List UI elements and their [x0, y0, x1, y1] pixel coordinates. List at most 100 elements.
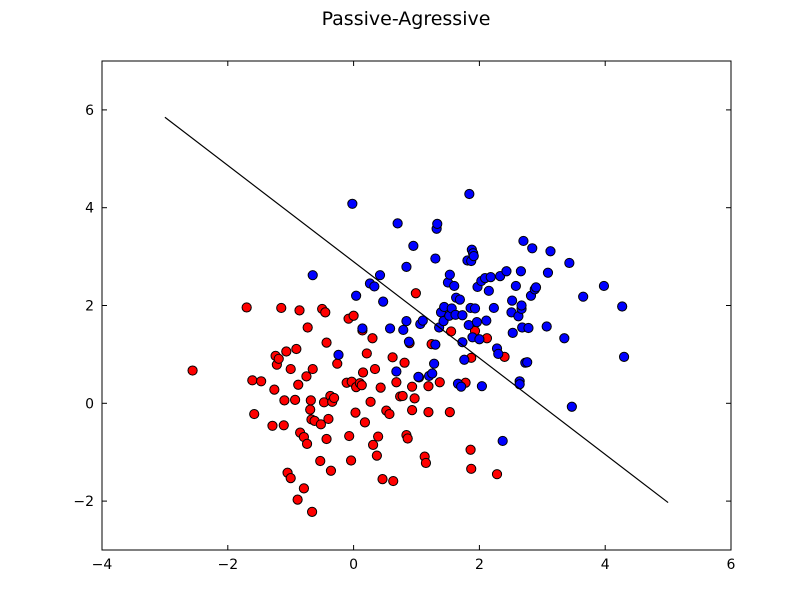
- data-point: [350, 407, 361, 418]
- data-point: [564, 257, 575, 269]
- data-point: [367, 333, 378, 344]
- data-point: [410, 288, 421, 299]
- data-point: [281, 346, 292, 357]
- data-point: [279, 395, 290, 406]
- y-tick-label: 0: [85, 396, 94, 412]
- data-point: [276, 302, 287, 314]
- ticks-layer: −4 −2 0 2 4 6 −2 0 2 4 6: [73, 61, 736, 573]
- data-point: [578, 291, 589, 302]
- data-point: [476, 381, 488, 392]
- data-point: [293, 379, 304, 390]
- x-tick-label: −2: [217, 557, 238, 573]
- data-point: [348, 310, 359, 321]
- data-point: [290, 394, 301, 405]
- data-point: [397, 390, 408, 402]
- data-point: [427, 368, 438, 379]
- data-point: [464, 188, 475, 200]
- data-point: [430, 253, 441, 264]
- data-point: [329, 392, 340, 404]
- data-point: [321, 337, 332, 348]
- data-point: [501, 266, 512, 277]
- data-point: [407, 405, 418, 416]
- data-point: [273, 353, 284, 364]
- y-tick-label: 6: [85, 103, 94, 119]
- data-point: [278, 420, 289, 431]
- data-point: [375, 382, 386, 393]
- data-point: [485, 272, 496, 283]
- data-point: [491, 469, 503, 480]
- data-point: [294, 305, 305, 316]
- data-point: [444, 407, 455, 418]
- data-point: [306, 506, 318, 517]
- data-point: [401, 261, 412, 272]
- data-point: [305, 395, 316, 406]
- data-point: [430, 339, 441, 350]
- data-point: [459, 354, 470, 365]
- data-point: [241, 302, 252, 313]
- data-point: [365, 396, 376, 407]
- data-point: [387, 352, 398, 363]
- data-point: [423, 407, 434, 418]
- data-point: [488, 302, 499, 314]
- data-point: [559, 333, 570, 344]
- data-point: [432, 218, 443, 229]
- data-point: [545, 246, 556, 257]
- data-point: [292, 494, 303, 505]
- x-tick-label: 2: [475, 557, 484, 573]
- data-point: [359, 417, 371, 428]
- data-point: [434, 377, 445, 388]
- data-point: [542, 267, 554, 278]
- x-tick-label: −4: [92, 557, 113, 573]
- data-point: [444, 269, 455, 280]
- data-point: [357, 367, 369, 378]
- data-point: [468, 251, 479, 262]
- data-point: [457, 310, 468, 321]
- data-point: [384, 408, 395, 420]
- data-point: [456, 381, 467, 392]
- data-point: [256, 376, 267, 387]
- data-point: [307, 270, 318, 281]
- data-point: [323, 413, 334, 425]
- data-point: [523, 322, 534, 334]
- data-point: [516, 300, 527, 311]
- data-point: [373, 431, 384, 442]
- data-point: [269, 384, 280, 395]
- data-point: [530, 282, 542, 293]
- data-point: [522, 357, 533, 368]
- data-point: [374, 270, 386, 281]
- data-point: [403, 336, 415, 347]
- data-point: [449, 280, 460, 292]
- data-point: [471, 317, 482, 328]
- data-point: [402, 433, 413, 444]
- data-point: [301, 438, 313, 449]
- x-tick-label: 0: [349, 557, 358, 573]
- data-point: [368, 439, 379, 450]
- data-point: [518, 235, 529, 247]
- data-point: [391, 366, 402, 377]
- data-point: [507, 327, 518, 338]
- data-point: [315, 419, 326, 430]
- data-point: [285, 363, 296, 375]
- data-point: [378, 296, 389, 307]
- data-point: [429, 358, 440, 369]
- data-point: [515, 266, 527, 277]
- data-point: [315, 455, 326, 467]
- data-point: [541, 321, 552, 332]
- data-point: [187, 365, 198, 376]
- data-point: [409, 393, 420, 404]
- data-point: [384, 323, 396, 334]
- data-point: [454, 294, 465, 305]
- data-point: [332, 358, 343, 369]
- data-point: [247, 375, 258, 386]
- data-point: [510, 280, 521, 292]
- data-point: [398, 324, 409, 336]
- data-point: [351, 290, 362, 301]
- data-point: [399, 357, 410, 368]
- data-point: [249, 408, 260, 420]
- data-point: [377, 474, 388, 485]
- data-point: [388, 475, 399, 487]
- data-point: [291, 343, 302, 355]
- data-point: [401, 316, 412, 327]
- x-tick-label: 6: [727, 557, 736, 573]
- data-point: [391, 377, 402, 388]
